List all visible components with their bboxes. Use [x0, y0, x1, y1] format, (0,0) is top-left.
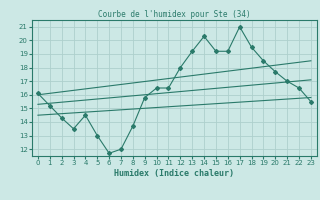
X-axis label: Humidex (Indice chaleur): Humidex (Indice chaleur): [115, 169, 234, 178]
Title: Courbe de l'humidex pour Ste (34): Courbe de l'humidex pour Ste (34): [98, 10, 251, 19]
